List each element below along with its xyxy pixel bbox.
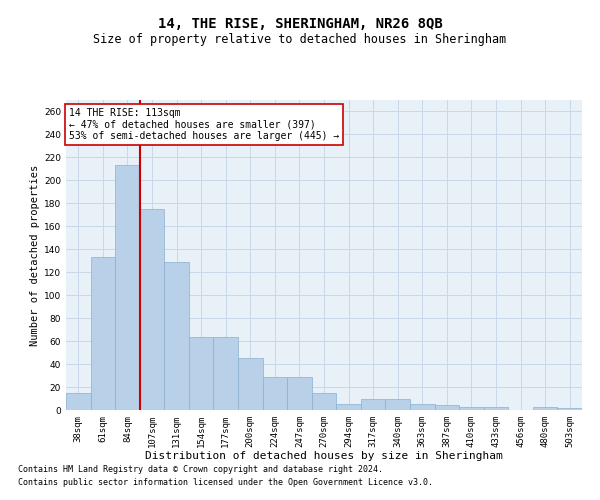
Bar [459,406,484,410]
Bar [238,358,263,410]
Bar [164,262,189,410]
Bar [140,209,164,410]
Bar [214,336,238,410]
Text: Contains HM Land Registry data © Crown copyright and database right 2024.: Contains HM Land Registry data © Crown c… [18,466,383,474]
Bar [557,408,582,410]
Bar [287,376,312,410]
Bar [66,393,91,410]
Bar [385,398,410,410]
Text: Size of property relative to detached houses in Sheringham: Size of property relative to detached ho… [94,32,506,46]
Bar [361,398,385,410]
Bar [91,258,115,410]
Bar [336,404,361,410]
Bar [434,406,459,410]
Bar [312,393,336,410]
Text: Contains public sector information licensed under the Open Government Licence v3: Contains public sector information licen… [18,478,433,487]
Bar [484,406,508,410]
Bar [533,406,557,410]
Bar [263,376,287,410]
Text: 14, THE RISE, SHERINGHAM, NR26 8QB: 14, THE RISE, SHERINGHAM, NR26 8QB [158,18,442,32]
Text: 14 THE RISE: 113sqm
← 47% of detached houses are smaller (397)
53% of semi-detac: 14 THE RISE: 113sqm ← 47% of detached ho… [68,108,339,141]
X-axis label: Distribution of detached houses by size in Sheringham: Distribution of detached houses by size … [145,452,503,462]
Bar [189,336,214,410]
Y-axis label: Number of detached properties: Number of detached properties [30,164,40,346]
Bar [410,404,434,410]
Bar [115,166,140,410]
